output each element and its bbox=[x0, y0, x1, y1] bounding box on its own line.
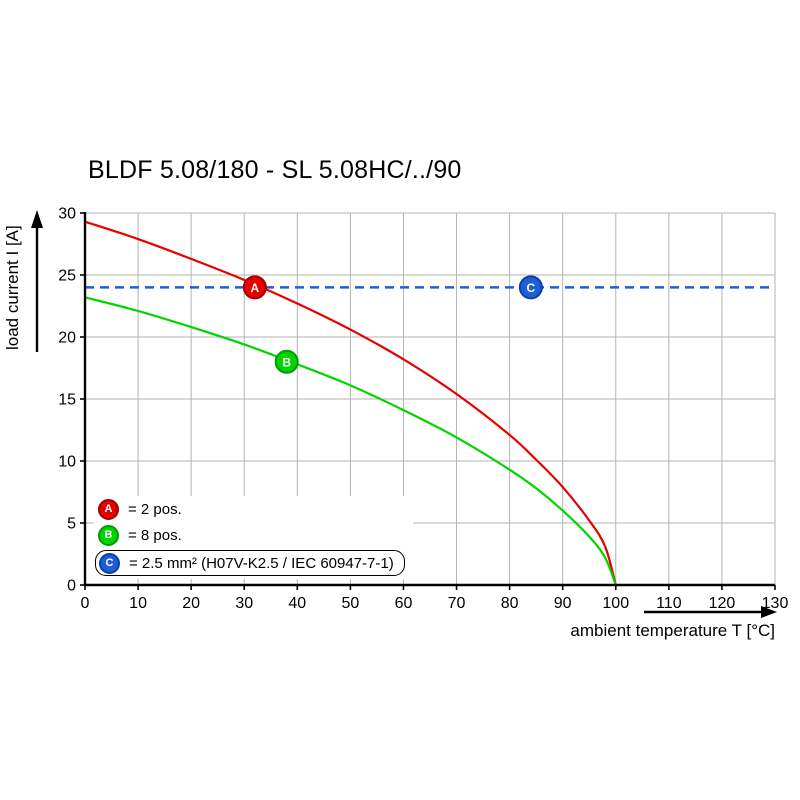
chart-title: BLDF 5.08/180 - SL 5.08HC/../90 bbox=[88, 156, 462, 184]
x-axis-label: ambient temperature T [°C] bbox=[570, 621, 775, 640]
svg-text:20: 20 bbox=[182, 595, 200, 612]
y-axis-label: load current I [A] bbox=[3, 225, 22, 351]
svg-text:0: 0 bbox=[81, 595, 90, 612]
svg-text:20: 20 bbox=[58, 330, 76, 347]
legend-label-b: = 8 pos. bbox=[128, 526, 182, 544]
legend-marker-c-icon: C bbox=[99, 552, 120, 574]
legend-item-b: B = 8 pos. bbox=[98, 524, 405, 546]
legend-label-c: = 2.5 mm² (H07V-K2.5 / IEC 60947-7-1) bbox=[129, 554, 394, 572]
svg-text:0: 0 bbox=[67, 578, 76, 595]
svg-text:80: 80 bbox=[501, 595, 519, 612]
svg-text:110: 110 bbox=[656, 595, 682, 612]
legend-item-c: C = 2.5 mm² (H07V-K2.5 / IEC 60947-7-1) bbox=[95, 550, 405, 576]
svg-text:50: 50 bbox=[341, 595, 359, 612]
svg-text:5: 5 bbox=[67, 516, 76, 533]
svg-text:25: 25 bbox=[58, 268, 76, 285]
legend-marker-b-icon: B bbox=[98, 524, 119, 546]
svg-text:B: B bbox=[282, 355, 291, 369]
svg-text:10: 10 bbox=[129, 595, 147, 612]
svg-text:A: A bbox=[251, 281, 260, 295]
svg-text:120: 120 bbox=[709, 595, 736, 612]
svg-text:30: 30 bbox=[58, 206, 76, 223]
svg-text:15: 15 bbox=[58, 392, 76, 409]
legend-item-a: A = 2 pos. bbox=[98, 498, 405, 520]
svg-text:90: 90 bbox=[554, 595, 572, 612]
svg-text:70: 70 bbox=[448, 595, 466, 612]
svg-text:130: 130 bbox=[762, 595, 789, 612]
svg-text:10: 10 bbox=[58, 454, 76, 471]
svg-text:100: 100 bbox=[602, 595, 629, 612]
legend-label-a: = 2 pos. bbox=[128, 500, 182, 518]
svg-text:60: 60 bbox=[395, 595, 413, 612]
svg-text:30: 30 bbox=[235, 595, 253, 612]
svg-text:40: 40 bbox=[288, 595, 306, 612]
svg-text:C: C bbox=[527, 281, 536, 295]
chart-legend: A = 2 pos. B = 8 pos. C = 2.5 mm² (H07V-… bbox=[94, 496, 413, 579]
legend-marker-a-icon: A bbox=[98, 498, 119, 520]
